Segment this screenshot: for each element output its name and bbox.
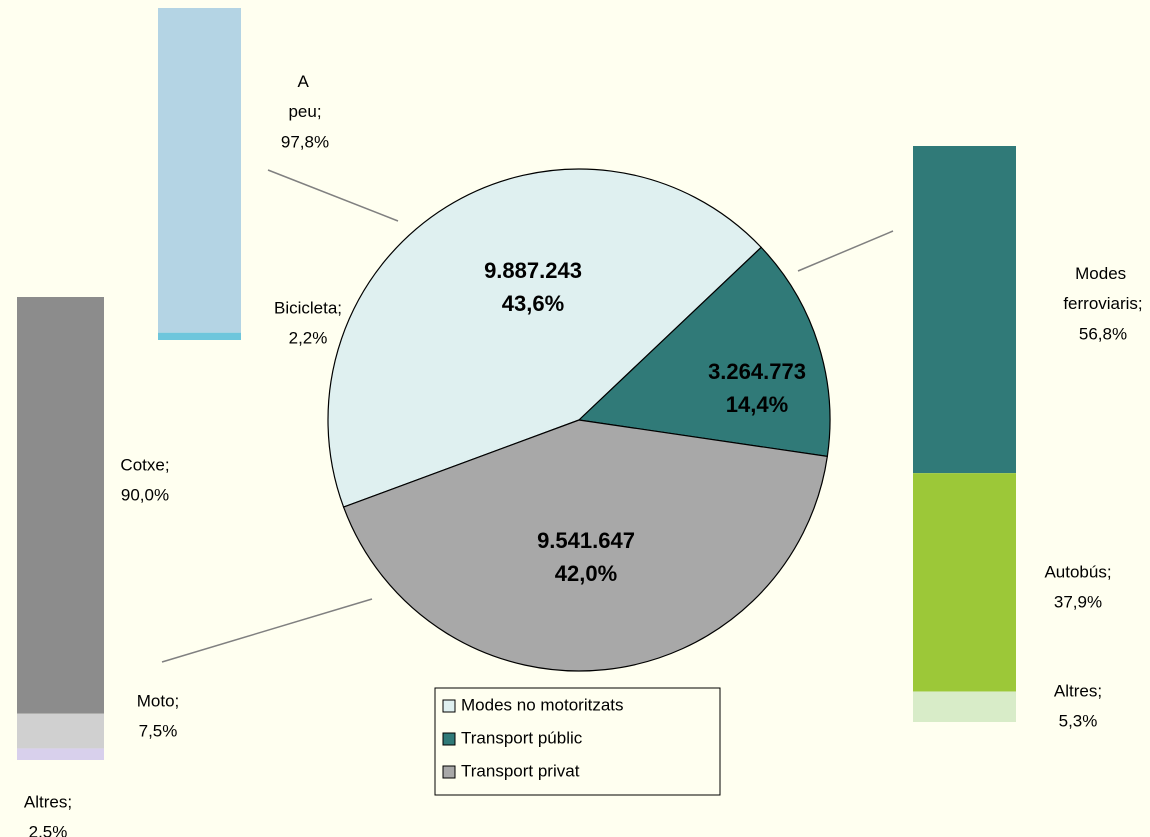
- legend-box: [434, 687, 721, 796]
- pie-slice: [577, 246, 831, 458]
- segment-label: 56,8%: [1079, 324, 1127, 343]
- pie-value-label: 3.264.773: [708, 359, 806, 384]
- connector-line: [161, 598, 373, 663]
- bar-segment: [913, 146, 1016, 474]
- legend-text: Transport privat: [461, 761, 580, 780]
- segment-label: 97,8%: [281, 132, 329, 151]
- connector-line: [267, 169, 399, 222]
- segment-name: Autobús;: [1044, 562, 1111, 581]
- bar-segment: [913, 691, 1016, 722]
- segment-label: 90,0%: [121, 485, 169, 504]
- segment-name: Bicicleta;: [274, 298, 342, 317]
- bar-segment: [17, 297, 104, 714]
- segment-name: Altres;: [1054, 681, 1102, 700]
- legend-swatch: [442, 699, 456, 713]
- segment-label: 2,5%: [29, 822, 68, 837]
- segment-label: 5,3%: [1059, 711, 1098, 730]
- bar-segment: [17, 713, 104, 749]
- segment-name: A peu;: [288, 72, 321, 121]
- pie-value-label: 9.887.243: [484, 258, 582, 283]
- segment-name-line: Modes: [1075, 264, 1131, 283]
- pie-slice: [342, 419, 829, 672]
- legend-text: Modes no motoritzats: [461, 695, 624, 714]
- segment-label: 7,5%: [139, 721, 178, 740]
- pie-slice: [327, 168, 763, 508]
- pie-percent-label: 43,6%: [502, 291, 564, 316]
- bar-segment: [913, 473, 1016, 692]
- segment-name: Moto;: [137, 691, 180, 710]
- segment-name-line: A: [297, 72, 312, 91]
- bar-segment: [158, 8, 241, 333]
- pie-value-label: 9.541.647: [537, 528, 635, 553]
- pie-percent-label: 14,4%: [726, 392, 788, 417]
- segment-name: Modes ferroviaris;: [1063, 264, 1142, 313]
- segment-name: Cotxe;: [120, 455, 169, 474]
- pie-percent-label: 42,0%: [555, 561, 617, 586]
- segment-name-line: peu;: [288, 102, 321, 121]
- segment-name: Altres;: [24, 792, 72, 811]
- legend-swatch: [442, 765, 456, 779]
- segment-name-line: ferroviaris;: [1063, 294, 1142, 313]
- legend-text: Transport públic: [461, 728, 583, 747]
- connector-line: [797, 230, 894, 272]
- segment-label: 37,9%: [1054, 592, 1102, 611]
- bar-segment: [17, 748, 104, 760]
- legend-swatch: [442, 732, 456, 746]
- segment-label: 2,2%: [289, 328, 328, 347]
- bar-segment: [158, 332, 241, 340]
